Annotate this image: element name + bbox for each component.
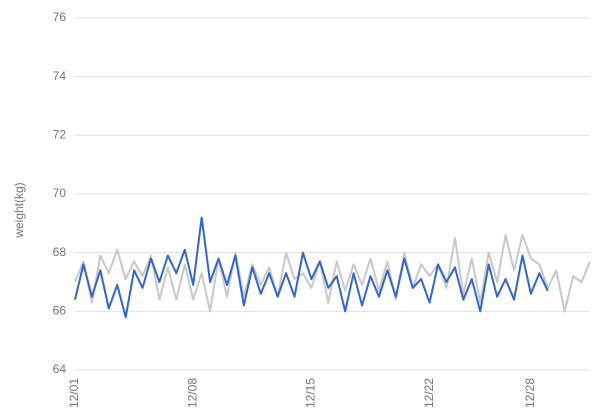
x-tick-label: 12/01 [67, 378, 81, 408]
x-tick-label: 12/08 [185, 378, 199, 408]
y-tick-label: 64 [53, 362, 67, 376]
x-tick-label: 12/22 [422, 378, 436, 408]
x-tick-label: 12/28 [523, 378, 537, 408]
y-axis-label: weight(kg) [12, 182, 26, 238]
y-tick-label: 76 [53, 10, 67, 24]
data-line [74, 234, 591, 313]
y-tick-label: 66 [53, 304, 67, 318]
y-tick-label: 68 [53, 245, 67, 259]
y-tick-label: 72 [53, 128, 67, 142]
y-tick-label: 74 [53, 69, 67, 83]
x-tick-label: 12/15 [304, 378, 318, 408]
y-tick-label: 70 [53, 186, 67, 200]
data-line [74, 216, 549, 319]
